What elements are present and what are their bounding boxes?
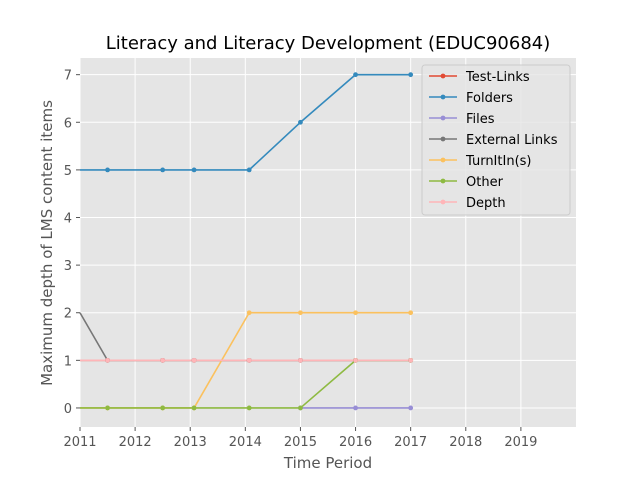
data-point-folders [105, 167, 110, 173]
data-point-other [191, 405, 197, 411]
y-tick-label: 7 [64, 69, 72, 84]
series-lines [79, 73, 411, 409]
data-point-files [353, 405, 358, 411]
x-tick-label: 2015 [284, 435, 317, 450]
data-point-other [160, 405, 166, 411]
data-point-folders [246, 167, 252, 173]
data-point-depth [353, 357, 358, 363]
data-point-depth [246, 357, 252, 363]
data-point-turnitin-s [298, 310, 303, 316]
x-tick-label: 2018 [449, 435, 482, 450]
data-point-files [408, 405, 414, 411]
series-line-folders [80, 73, 411, 171]
x-tick-label: 2012 [119, 435, 152, 450]
legend-marker-files [440, 115, 446, 121]
y-tick-label: 1 [64, 354, 72, 369]
legend-label-external-links: External Links [466, 133, 558, 148]
legend-label-depth: Depth [466, 196, 506, 211]
y-tick-label: 6 [64, 116, 72, 131]
data-point-turnitin-s [353, 310, 358, 316]
y-axis-ticks: 0 1 2 3 4 5 6 7 [64, 69, 80, 417]
data-point-folders [160, 167, 166, 173]
x-tick-label: 2019 [504, 435, 537, 450]
data-point-folders [298, 119, 303, 125]
y-axis-label: Maximum depth of LMS content items [38, 100, 56, 386]
data-point-depth [408, 357, 414, 363]
data-point-folders [408, 72, 414, 78]
chart-title: Literacy and Literacy Development (EDUC9… [106, 33, 551, 54]
x-tick-label: 2014 [229, 435, 262, 450]
legend-label-test-links: Test-Links [465, 70, 530, 85]
legend-label-folders: Folders [466, 91, 513, 106]
legend-box [421, 64, 571, 216]
series-markers [105, 72, 414, 411]
x-tick-label: 2016 [339, 435, 372, 450]
legend-marker-turnitin-s [440, 157, 446, 163]
data-point-folders [353, 72, 358, 78]
data-point-other [105, 405, 110, 411]
legend: Test-Links Folders Files External Links Turn… [421, 64, 571, 216]
legend-marker-folders [440, 94, 446, 100]
legend-label-other: Other [466, 175, 504, 190]
data-point-other [246, 405, 252, 411]
legend-marker-external-links [440, 136, 446, 142]
x-tick-label: 2011 [63, 435, 96, 450]
data-point-depth [160, 357, 166, 363]
y-tick-label: 5 [64, 164, 72, 179]
y-tick-label: 3 [64, 259, 72, 274]
data-point-turnitin-s [246, 310, 252, 316]
x-tick-label: 2017 [394, 435, 427, 450]
x-axis-label: Time Period [283, 454, 372, 472]
y-tick-label: 4 [64, 212, 72, 227]
y-tick-label: 0 [64, 402, 72, 417]
data-point-folders [191, 167, 197, 173]
legend-label-files: Files [466, 112, 495, 127]
x-axis-ticks: 2011 2012 2013 2014 2015 2016 2017 2018 2019 [63, 427, 537, 450]
data-point-other [298, 405, 303, 411]
legend-marker-test-links [440, 73, 446, 79]
legend-marker-other [440, 178, 446, 184]
series-line-other [80, 359, 411, 409]
data-point-depth [191, 357, 197, 363]
data-point-turnitin-s [408, 310, 414, 316]
legend-label-turnitin-s: TurnItIn(s) [465, 154, 531, 169]
x-tick-label: 2013 [174, 435, 207, 450]
data-point-depth [105, 357, 110, 363]
data-point-depth [298, 357, 303, 363]
y-tick-label: 2 [64, 307, 72, 322]
legend-marker-depth [440, 199, 446, 205]
